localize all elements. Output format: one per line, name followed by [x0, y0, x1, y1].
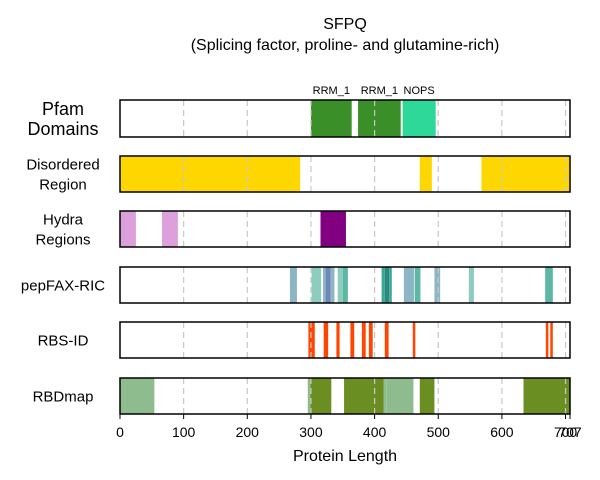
track-label: RBS-ID: [38, 332, 89, 349]
x-tick-label: 200: [236, 424, 260, 440]
segment: [402, 100, 436, 137]
x-axis-label: Protein Length: [293, 448, 397, 465]
segment: [368, 322, 373, 358]
segment: [384, 322, 389, 358]
track-label: Hydra: [43, 211, 84, 228]
track-label: Region: [39, 176, 87, 193]
segment: [308, 322, 315, 358]
segment: [381, 267, 385, 303]
x-tick-label: 600: [490, 424, 514, 440]
track-rbdmap: RBDmap: [33, 377, 571, 415]
segment: [383, 378, 387, 414]
segment: [386, 378, 414, 414]
x-tick-label: 700: [554, 424, 578, 440]
segment: [336, 322, 340, 358]
chart-title: SFPQ: [323, 16, 367, 33]
segment: [403, 267, 415, 303]
segment: [320, 211, 346, 247]
track-border: [119, 377, 571, 415]
segment: [412, 322, 416, 358]
chart-subtitle: (Splicing factor, proline- and glutamine…: [191, 37, 500, 54]
segment: [311, 267, 322, 303]
segment: [419, 156, 432, 192]
track-label: Disordered: [26, 156, 99, 173]
segment: [120, 211, 136, 247]
segment: [120, 156, 301, 192]
track-rbs-id: RBS-ID: [38, 321, 571, 359]
track-pepfax-ric: pepFAX-RIC: [21, 266, 571, 304]
segment: [414, 267, 421, 303]
x-tick-label: 0: [116, 424, 124, 440]
segment: [384, 267, 390, 303]
x-tick-label: 500: [427, 424, 451, 440]
segment: [344, 378, 384, 414]
track-border: [119, 155, 571, 193]
segment: [323, 322, 329, 358]
track-border: [119, 321, 571, 359]
segment: [468, 267, 474, 303]
track-label: RBDmap: [33, 388, 94, 405]
x-tick-label: 400: [363, 424, 387, 440]
track-border: [119, 99, 571, 138]
segment: [310, 100, 352, 137]
segment: [350, 322, 355, 358]
x-tick-label: 100: [172, 424, 196, 440]
x-tick-label: 300: [299, 424, 323, 440]
segment: [545, 267, 553, 303]
segment: [419, 378, 435, 414]
x-tick-label: 707: [558, 424, 582, 440]
domain-label: NOPS: [404, 85, 435, 97]
track-label: Domains: [27, 119, 98, 139]
segment: [310, 378, 332, 414]
track-disordered-region: Disordered Region: [26, 155, 571, 193]
segment: [330, 267, 335, 303]
segment: [289, 267, 297, 303]
segment: [342, 267, 348, 303]
segment: [337, 267, 343, 303]
track-border: [119, 210, 571, 248]
track-border: [119, 266, 571, 304]
track-background: [120, 322, 570, 358]
domain-label: RRM_1: [361, 85, 398, 97]
segment: [325, 267, 331, 303]
segment: [389, 267, 392, 303]
segment: [434, 267, 441, 303]
track-label: Pfam: [42, 99, 84, 119]
segment: [550, 322, 553, 358]
segment: [481, 156, 570, 192]
segment: [323, 267, 326, 303]
segment: [545, 322, 549, 358]
segment: [361, 322, 366, 358]
track-hydra-regions: Hydra Regions: [35, 210, 571, 248]
segment: [358, 100, 401, 137]
segment: [162, 211, 178, 247]
segment: [120, 378, 155, 414]
track-label: Regions: [35, 231, 90, 248]
segment: [523, 378, 570, 414]
segment: [307, 378, 311, 414]
track-label: pepFAX-RIC: [21, 277, 105, 294]
domain-label: RRM_1: [313, 85, 350, 97]
